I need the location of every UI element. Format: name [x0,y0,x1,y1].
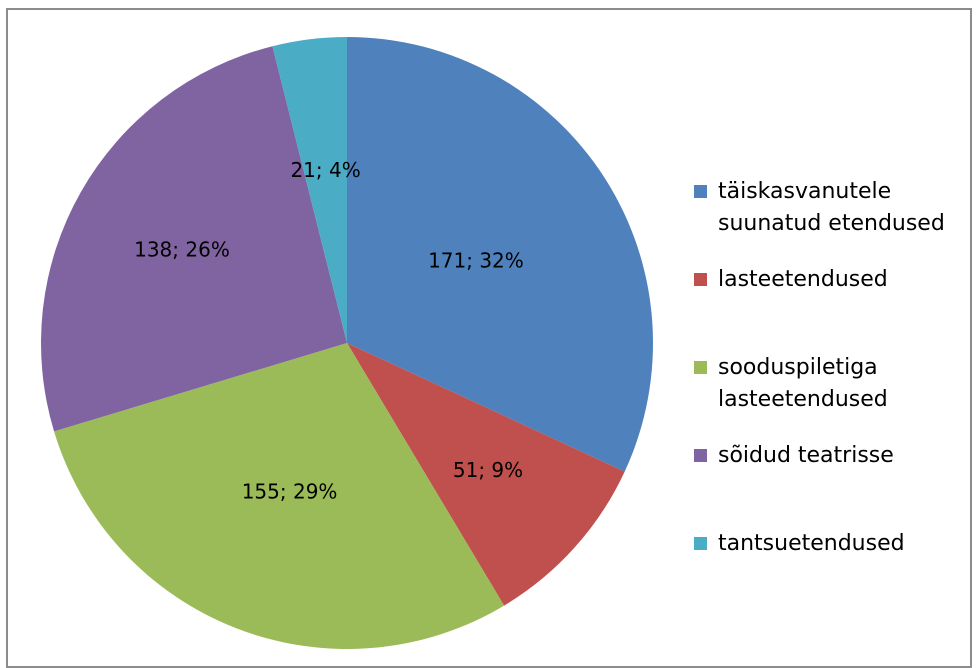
slice-data-label: 155; 29% [242,479,338,503]
legend-label: sooduspiletiga lasteetendused [718,355,888,412]
legend-item-lasteetendused: lasteetendused [694,264,968,296]
pie-slice [272,37,347,343]
slice-data-label: 21; 4% [290,158,360,182]
legend-item-sooduspiletiga: sooduspiletiga lasteetendused [694,352,968,416]
legend-swatch-icon [694,449,707,462]
slice-data-label: 138; 26% [134,237,230,261]
legend-swatch-icon [694,185,707,198]
slice-data-label: 51; 9% [453,458,523,482]
legend-label: lasteetendused [718,267,888,292]
legend-item-soidud-teatrisse: sõidud teatrisse [694,440,968,472]
legend-item-taiskasvanutele: täiskasvanutele suunatud etendused [694,176,968,240]
legend-label: täiskasvanutele suunatud etendused [718,179,945,236]
pie-slice [347,37,653,472]
slice-data-label: 171; 32% [428,249,524,273]
legend-item-tantsuetendused: tantsuetendused [694,528,968,560]
pie-slice [54,343,505,649]
legend-swatch-icon [694,273,707,286]
legend-label: tantsuetendused [718,531,905,556]
pie-slice [41,46,347,432]
pie-slice [347,343,625,606]
legend-swatch-icon [694,361,707,374]
legend-swatch-icon [694,537,707,550]
legend-label: sõidud teatrisse [718,443,894,468]
